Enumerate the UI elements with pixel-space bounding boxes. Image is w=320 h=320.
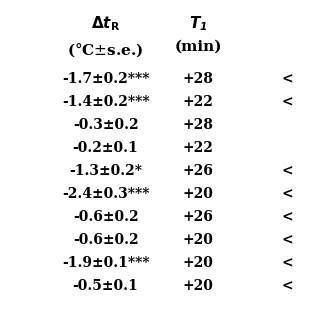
Text: $\bfit{T}_{1}$: $\bfit{T}_{1}$: [189, 14, 208, 33]
Text: +20: +20: [183, 279, 214, 293]
Text: <: <: [282, 210, 293, 224]
Text: +28: +28: [183, 72, 214, 86]
Text: -1.4±0.2***: -1.4±0.2***: [62, 95, 149, 109]
Text: -0.5±0.1: -0.5±0.1: [73, 279, 139, 293]
Text: -1.9±0.1***: -1.9±0.1***: [62, 256, 149, 270]
Text: +20: +20: [183, 256, 214, 270]
Text: (min): (min): [175, 40, 222, 54]
Text: <: <: [282, 95, 293, 109]
Text: -0.6±0.2: -0.6±0.2: [73, 233, 139, 247]
Text: -0.6±0.2: -0.6±0.2: [73, 210, 139, 224]
Text: -0.2±0.1: -0.2±0.1: [73, 141, 139, 155]
Text: <: <: [282, 233, 293, 247]
Text: <: <: [282, 72, 293, 86]
Text: +20: +20: [183, 187, 214, 201]
Text: +26: +26: [183, 164, 214, 178]
Text: <: <: [282, 256, 293, 270]
Text: -2.4±0.3***: -2.4±0.3***: [62, 187, 149, 201]
Text: -0.3±0.2: -0.3±0.2: [73, 118, 139, 132]
Text: +22: +22: [183, 95, 214, 109]
Text: +28: +28: [183, 118, 214, 132]
Text: $\bf{\Delta}$$\bfit{t}$$_{\bf{R}}$: $\bf{\Delta}$$\bfit{t}$$_{\bf{R}}$: [91, 14, 120, 33]
Text: <: <: [282, 279, 293, 293]
Text: <: <: [282, 187, 293, 201]
Text: ($\degree$C$\pm$s.e.): ($\degree$C$\pm$s.e.): [68, 40, 144, 59]
Text: -1.7±0.2***: -1.7±0.2***: [62, 72, 149, 86]
Text: <: <: [282, 164, 293, 178]
Text: +20: +20: [183, 233, 214, 247]
Text: -1.3±0.2*: -1.3±0.2*: [69, 164, 142, 178]
Text: +22: +22: [183, 141, 214, 155]
Text: +26: +26: [183, 210, 214, 224]
